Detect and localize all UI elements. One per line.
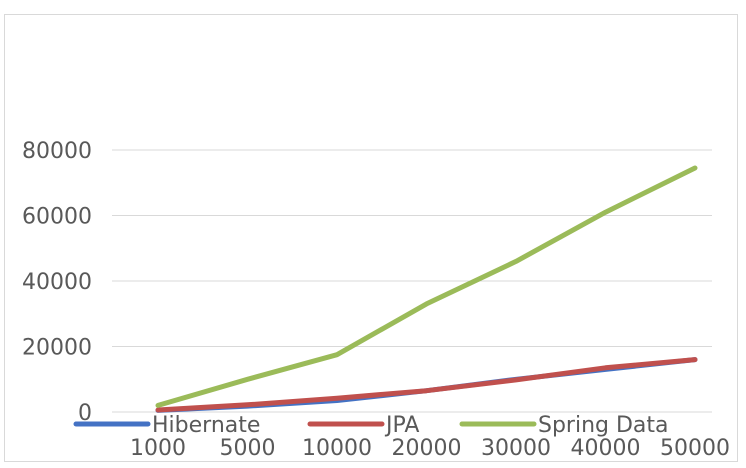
series-line-jpa (155, 357, 698, 413)
x-tick-label: 1000 (130, 436, 186, 461)
chart-frame (4, 14, 738, 462)
legend-label: JPA (384, 413, 419, 438)
x-tick-label: 30000 (481, 436, 551, 461)
legend: Hibernate JPA Spring Data (73, 413, 669, 438)
x-axis-ticks: 1000 5000 10000 20000 30000 40000 50000 (130, 436, 730, 461)
x-tick-label: 20000 (392, 436, 462, 461)
legend-label: Hibernate (152, 413, 260, 438)
y-tick-label: 0 (78, 401, 92, 426)
x-tick-label: 40000 (571, 436, 641, 461)
series-lines (155, 165, 698, 413)
y-axis-ticks: 0 20000 40000 60000 80000 (22, 139, 92, 426)
y-tick-label: 20000 (22, 336, 92, 361)
x-tick-label: 10000 (302, 436, 372, 461)
gridlines (112, 149, 712, 413)
x-tick-label: 5000 (220, 436, 276, 461)
x-tick-label: 50000 (660, 436, 730, 461)
y-tick-label: 80000 (22, 139, 92, 164)
legend-label: Spring Data (538, 413, 669, 438)
y-tick-label: 40000 (22, 270, 92, 295)
y-tick-label: 60000 (22, 205, 92, 230)
